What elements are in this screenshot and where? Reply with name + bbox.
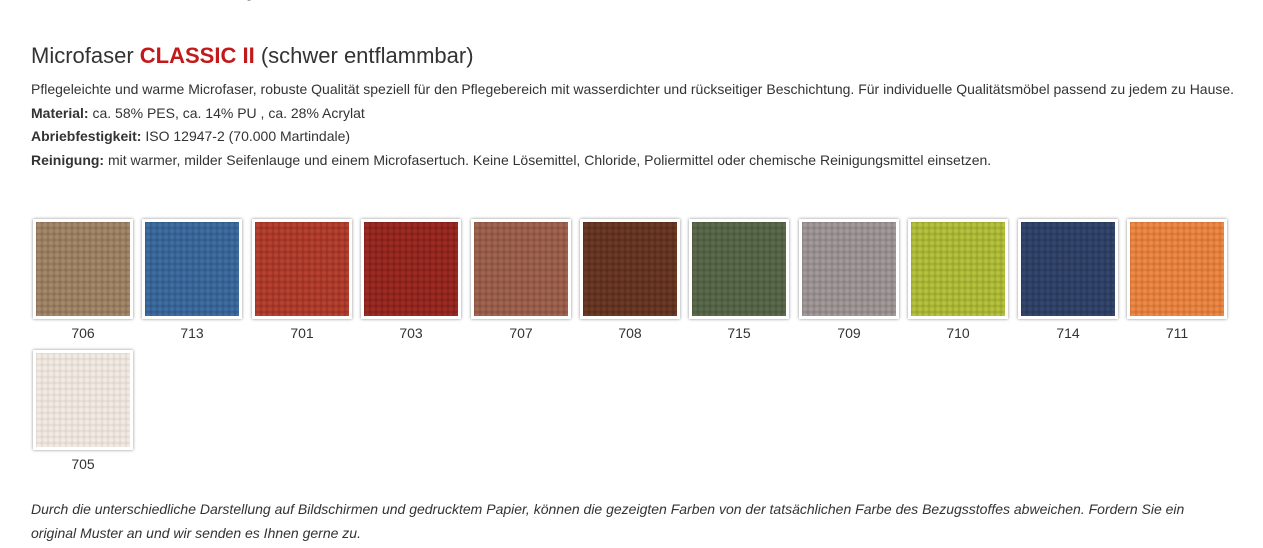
swatch-image[interactable] (580, 219, 680, 319)
swatch-image[interactable] (689, 219, 789, 319)
swatch-code: 709 (837, 325, 861, 341)
color-disclaimer: Durch die unterschiedliche Darstellung a… (31, 501, 1185, 541)
top-decoration (247, 0, 251, 1)
color-swatch[interactable]: 709 (799, 219, 899, 343)
swatch-code: 705 (71, 456, 95, 472)
swatch-code: 711 (1165, 325, 1189, 341)
property-label: Abriebfestigkeit: (31, 128, 142, 144)
product-title: Microfaser CLASSIC II (schwer entflammba… (31, 40, 1241, 72)
property-cleaning: Reinigung: mit warmer, milder Seifenlaug… (31, 149, 1241, 173)
swatch-image[interactable] (471, 219, 571, 319)
color-swatch[interactable]: 710 (908, 219, 1008, 343)
swatch-code: 713 (180, 325, 204, 341)
color-swatch[interactable]: 708 (580, 219, 680, 343)
swatch-image[interactable] (33, 350, 133, 450)
swatch-image[interactable] (33, 219, 133, 319)
swatch-code: 707 (509, 325, 533, 341)
swatch-code: 715 (727, 325, 751, 341)
property-value: ISO 12947-2 (70.000 Martindale) (141, 128, 351, 144)
color-swatch[interactable]: 713 (142, 219, 242, 343)
property-label: Material: (31, 104, 89, 121)
color-swatch[interactable]: 706 (33, 219, 133, 343)
swatch-code: 710 (946, 325, 970, 341)
property-value: ca. 58% PES, ca. 14% PU , ca. 28% Acryla… (88, 104, 365, 121)
product-section: Microfaser CLASSIC II (schwer entflammba… (31, 40, 1241, 172)
property-abrasion: Abriebfestigkeit: ISO 12947-2 (70.000 Ma… (31, 125, 1241, 149)
color-swatch[interactable]: 711 (1127, 219, 1227, 343)
title-prefix: Microfaser (31, 43, 140, 68)
swatch-image[interactable] (361, 219, 461, 319)
swatch-code: 706 (71, 325, 95, 341)
swatch-image[interactable] (1018, 219, 1118, 319)
product-description: Pflegeleichte und warme Microfaser, robu… (31, 81, 1235, 97)
swatch-code: 714 (1056, 325, 1080, 341)
swatch-code: 701 (290, 325, 314, 341)
title-accent: CLASSIC II (139, 43, 255, 68)
swatch-image[interactable] (799, 219, 899, 319)
color-swatch[interactable]: 703 (361, 219, 461, 343)
color-swatch[interactable]: 714 (1018, 219, 1118, 343)
swatch-image[interactable] (908, 219, 1008, 319)
swatch-image[interactable] (1127, 219, 1227, 319)
color-swatch[interactable]: 707 (471, 219, 571, 343)
title-suffix: (schwer entflammbar) (254, 43, 474, 68)
swatch-image[interactable] (142, 219, 242, 319)
color-swatch[interactable]: 705 (33, 350, 133, 474)
swatch-code: 703 (399, 325, 423, 341)
color-swatch[interactable]: 701 (252, 219, 352, 343)
property-material: Material: ca. 58% PES, ca. 14% PU , ca. … (31, 102, 1241, 126)
swatch-image[interactable] (252, 219, 352, 319)
property-label: Reinigung: (31, 151, 105, 168)
property-value: mit warmer, milder Seifenlauge und einem… (104, 151, 992, 168)
swatch-code: 708 (618, 325, 642, 341)
color-swatch[interactable]: 715 (689, 219, 789, 343)
